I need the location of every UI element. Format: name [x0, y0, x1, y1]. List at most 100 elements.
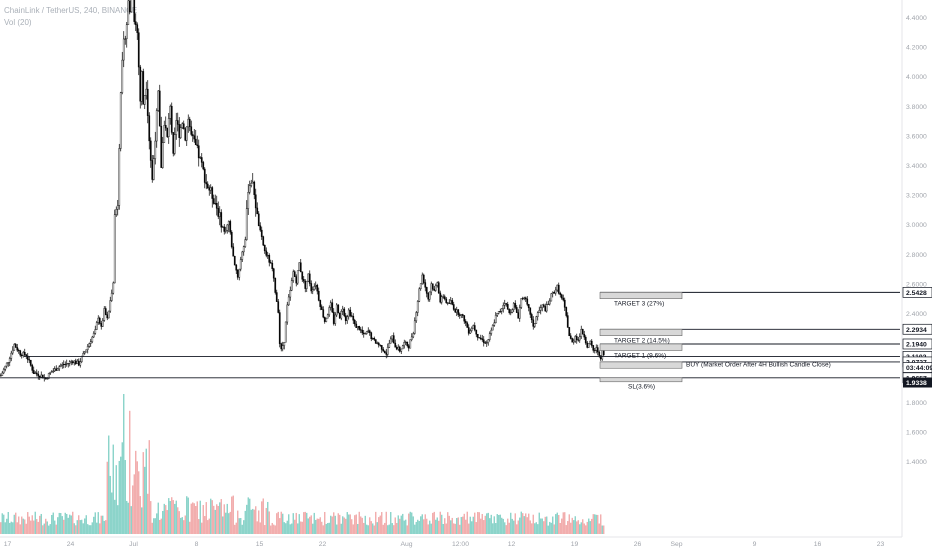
candle-body — [550, 293, 553, 302]
volume-bar — [528, 513, 530, 534]
volume-bar — [216, 504, 218, 534]
volume-bar — [270, 525, 272, 534]
volume-bar — [99, 523, 101, 534]
candle-body — [259, 225, 262, 231]
volume-bar — [330, 515, 332, 534]
candle-body — [332, 311, 335, 324]
volume-bar — [166, 510, 168, 534]
candle-body — [190, 126, 193, 135]
candle-body — [32, 370, 35, 374]
candle-body — [92, 332, 95, 338]
volume-bar — [505, 525, 507, 534]
volume-bar — [571, 517, 573, 534]
candle-body — [158, 90, 161, 127]
candle-body — [184, 128, 187, 141]
volume-bar — [265, 507, 267, 534]
volume-bar — [550, 522, 552, 534]
volume-bar — [595, 514, 597, 534]
candle-body — [79, 361, 82, 366]
candle-body — [569, 335, 572, 339]
candle-body — [220, 212, 223, 228]
candle-body — [245, 208, 248, 240]
volume-bar — [31, 515, 33, 534]
candle-body — [554, 289, 557, 294]
zone-box[interactable] — [599, 361, 683, 369]
zone-box[interactable] — [599, 292, 683, 300]
volume-bar — [223, 504, 225, 534]
volume-bar — [370, 521, 372, 534]
candle-body — [530, 314, 533, 321]
volume-bar — [358, 511, 360, 534]
volume-bar — [391, 523, 393, 534]
volume-bar — [48, 525, 50, 534]
candle-body — [256, 207, 259, 215]
candle-body — [482, 339, 485, 343]
candle-body — [556, 284, 559, 291]
volume-bar — [141, 507, 143, 534]
price-marker — [902, 338, 932, 350]
volume-bar — [394, 517, 396, 534]
volume-bar — [222, 516, 224, 534]
volume-bar — [594, 514, 596, 534]
candle-body — [187, 118, 190, 128]
volume-bar — [102, 515, 104, 534]
candle-body — [133, 0, 136, 22]
volume-bar — [352, 524, 354, 534]
candle-body — [373, 338, 376, 340]
candle-body — [251, 181, 254, 184]
candle-body — [46, 378, 49, 380]
candle-body — [311, 289, 314, 292]
zone-box[interactable] — [599, 328, 683, 336]
candle-body — [409, 339, 412, 349]
volume-bar — [423, 519, 425, 534]
candle-body — [217, 208, 220, 217]
candle-body — [283, 342, 286, 346]
price-tick-label: 3.4000 — [906, 163, 927, 170]
volume-bar — [12, 522, 14, 534]
candle-body — [589, 340, 592, 344]
price-axis[interactable]: 1.40001.60001.80002.00002.20002.40002.60… — [901, 0, 932, 537]
candle-body — [2, 369, 5, 374]
volume-bar — [163, 503, 165, 534]
volume-bar — [42, 525, 44, 534]
volume-bar — [346, 512, 348, 534]
volume-bar — [231, 496, 233, 534]
volume-bar — [337, 513, 339, 534]
volume-bar — [493, 516, 495, 534]
volume-bar — [457, 517, 459, 534]
candle-body — [454, 309, 457, 313]
volume-bar — [513, 520, 515, 534]
volume-bar — [123, 394, 125, 534]
volume-bar — [552, 516, 554, 534]
volume-bar — [9, 522, 11, 534]
volume-indicator-label[interactable]: Vol (20) — [4, 18, 32, 27]
candle-body — [499, 311, 502, 313]
volume-bar — [445, 523, 447, 534]
volume-bar — [147, 493, 149, 534]
candle-body — [40, 374, 43, 378]
volume-bar — [525, 513, 527, 534]
volume-bar — [363, 522, 365, 534]
candle-body — [121, 59, 124, 93]
candle-body — [458, 314, 461, 316]
candle-body — [50, 371, 53, 373]
volume-bar — [37, 521, 39, 534]
candle-body — [358, 326, 361, 330]
volume-bar — [226, 503, 228, 534]
candle-body — [238, 268, 241, 278]
candle-body — [161, 142, 164, 168]
candle-body — [212, 198, 215, 204]
volume-bar — [244, 510, 246, 534]
zone-box[interactable] — [599, 343, 683, 351]
zone-box[interactable] — [599, 377, 683, 383]
candle-body — [112, 282, 115, 294]
volume-bar — [150, 501, 152, 534]
price-tick-label: 3.2000 — [906, 193, 927, 200]
volume-bar — [220, 499, 222, 534]
volume-bar — [460, 517, 462, 534]
target-zones[interactable]: TARGET 3 (27%) TARGET 2 (14.5%) TARGET 1 (… — [599, 292, 831, 391]
candle-body — [517, 312, 520, 319]
volume-bar — [63, 519, 65, 534]
